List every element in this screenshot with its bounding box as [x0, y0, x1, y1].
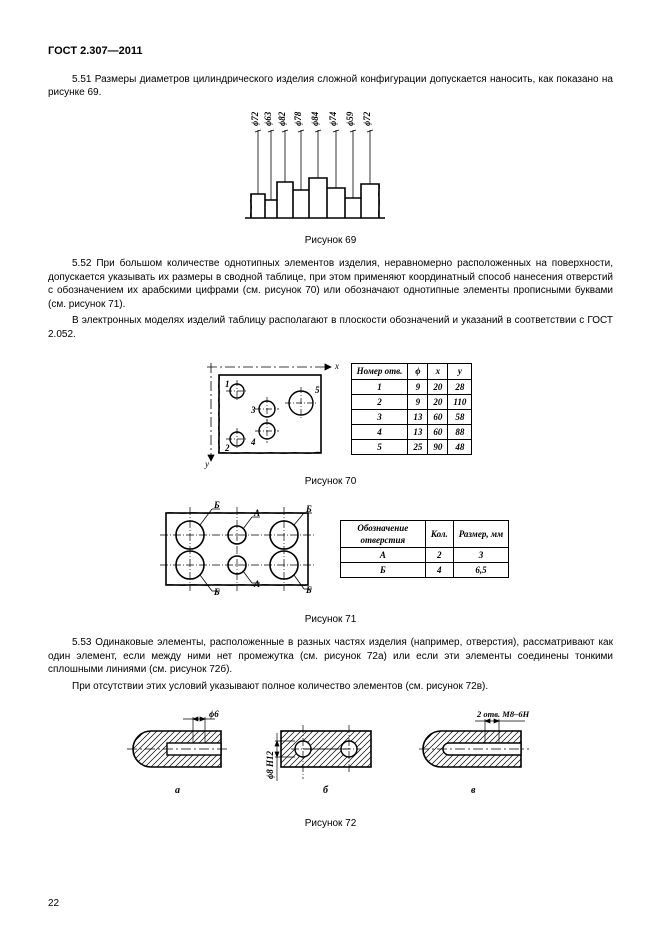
figure-70: x y: [48, 349, 613, 469]
figure-69-svg: ϕ72 ϕ63 ϕ82 ϕ78 ϕ84 ϕ74 ϕ59 ϕ72: [231, 108, 431, 228]
svg-text:ϕ74: ϕ74: [328, 111, 338, 126]
page: ГОСТ 2.307—2011 5.51 Размеры диаметров ц…: [0, 0, 661, 936]
page-number: 22: [48, 897, 59, 911]
svg-text:Б: Б: [213, 587, 220, 597]
para-5-51: 5.51 Размеры диаметров цилиндрического и…: [48, 73, 613, 100]
para-5-52-a: 5.52 При большом количестве однотипных э…: [48, 257, 613, 311]
para-5-52-b: В электронных моделях изделий таблицу ра…: [48, 314, 613, 341]
svg-text:3: 3: [250, 405, 256, 415]
svg-text:ϕ6: ϕ6: [209, 709, 219, 719]
figure-69-caption: Рисунок 69: [48, 234, 613, 248]
svg-text:б: б: [323, 785, 329, 796]
svg-text:ϕ72: ϕ72: [362, 111, 372, 126]
svg-text:2: 2: [224, 443, 230, 453]
svg-text:ϕ84: ϕ84: [310, 111, 320, 126]
svg-text:А: А: [253, 579, 260, 589]
svg-text:ϕ63: ϕ63: [263, 111, 273, 126]
figure-72-caption: Рисунок 72: [48, 817, 613, 831]
svg-text:ϕ59: ϕ59: [345, 111, 355, 126]
svg-text:Б: Б: [305, 504, 312, 514]
svg-text:Б: Б: [305, 585, 312, 595]
figure-70-table: Номер отв. ϕ x y 192028 2920110 3136058 …: [351, 363, 473, 455]
para-5-53-a: 5.53 Одинаковые элементы, расположенные …: [48, 636, 613, 677]
svg-text:2 отв. М8–6Н: 2 отв. М8–6Н: [476, 709, 530, 719]
doc-header: ГОСТ 2.307—2011: [48, 44, 613, 59]
figure-71-caption: Рисунок 71: [48, 613, 613, 627]
figure-72-svg: ϕ6 а ϕ8 Н12 б: [121, 701, 541, 811]
svg-text:А: А: [253, 508, 260, 518]
figure-69: ϕ72 ϕ63 ϕ82 ϕ78 ϕ84 ϕ74 ϕ59 ϕ72: [48, 108, 613, 228]
svg-text:1: 1: [225, 379, 230, 389]
figure-70-svg: x y: [189, 349, 339, 469]
svg-text:а: а: [175, 785, 180, 796]
svg-text:5: 5: [315, 385, 320, 395]
svg-text:Б: Б: [213, 500, 220, 510]
svg-text:ϕ8 Н12: ϕ8 Н12: [265, 751, 275, 779]
figure-72: ϕ6 а ϕ8 Н12 б: [48, 701, 613, 811]
svg-text:y: y: [204, 459, 209, 469]
svg-text:x: x: [334, 361, 339, 371]
svg-text:ϕ78: ϕ78: [293, 111, 303, 126]
figure-71-table: Обозначение отверстия Кол. Размер, мм А2…: [340, 520, 509, 579]
svg-text:ϕ72: ϕ72: [250, 111, 260, 126]
svg-text:ϕ82: ϕ82: [277, 111, 287, 126]
para-5-53-b: При отсутствии этих условий указывают по…: [48, 680, 613, 694]
figure-71-svg: Б А Б Б А Б: [152, 499, 322, 599]
figure-71: Б А Б Б А Б Обозначение отверстия Кол. Р…: [48, 499, 613, 599]
figure-70-caption: Рисунок 70: [48, 475, 613, 489]
svg-text:4: 4: [250, 437, 256, 447]
svg-text:в: в: [471, 785, 476, 796]
